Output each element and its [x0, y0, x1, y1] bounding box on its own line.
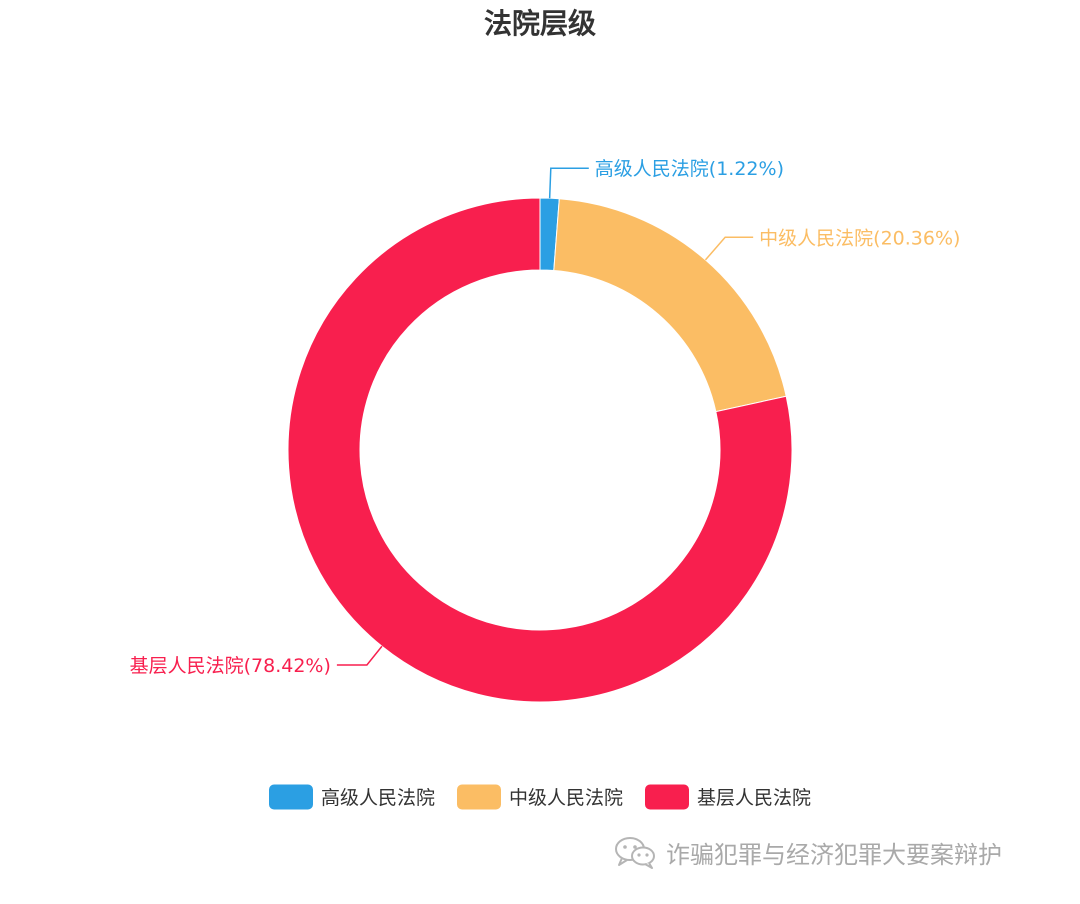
- label-line-0: [548, 167, 589, 199]
- legend: 高级人民法院 中级人民法院 基层人民法院: [269, 784, 811, 810]
- slice-labels: 高级人民法院(1.22%) 中级人民法院(20.36%) 基层人民法院(78.42%…: [130, 158, 961, 677]
- legend-swatch-0: [269, 784, 313, 810]
- label-line-1: [704, 236, 754, 261]
- legend-item-1[interactable]: 中级人民法院: [457, 784, 623, 810]
- slice-label-1: 中级人民法院(20.36%): [759, 227, 960, 249]
- wechat-icon: [615, 837, 655, 869]
- watermark: 诈骗犯罪与经济犯罪大要案辩护: [614, 832, 1002, 872]
- slice-1[interactable]: [553, 198, 787, 413]
- chart-title: 法院层级: [484, 7, 596, 40]
- legend-swatch-1: [457, 784, 501, 810]
- legend-item-2[interactable]: 基层人民法院: [645, 784, 811, 810]
- slice-label-lines: [336, 167, 754, 666]
- slice-label-2: 基层人民法院(78.42%): [130, 655, 331, 677]
- slice-label-0: 高级人民法院(1.22%): [595, 158, 784, 180]
- label-line-2: [336, 645, 383, 666]
- legend-label-2: 基层人民法院: [697, 787, 811, 809]
- legend-label-1: 中级人民法院: [509, 787, 623, 809]
- legend-label-0: 高级人民法院: [321, 787, 435, 809]
- slice-2[interactable]: [287, 197, 793, 703]
- legend-swatch-2: [645, 784, 689, 810]
- watermark-text: 诈骗犯罪与经济犯罪大要案辩护: [666, 840, 1002, 869]
- donut-slices: [287, 197, 793, 703]
- legend-item-0[interactable]: 高级人民法院: [269, 784, 435, 810]
